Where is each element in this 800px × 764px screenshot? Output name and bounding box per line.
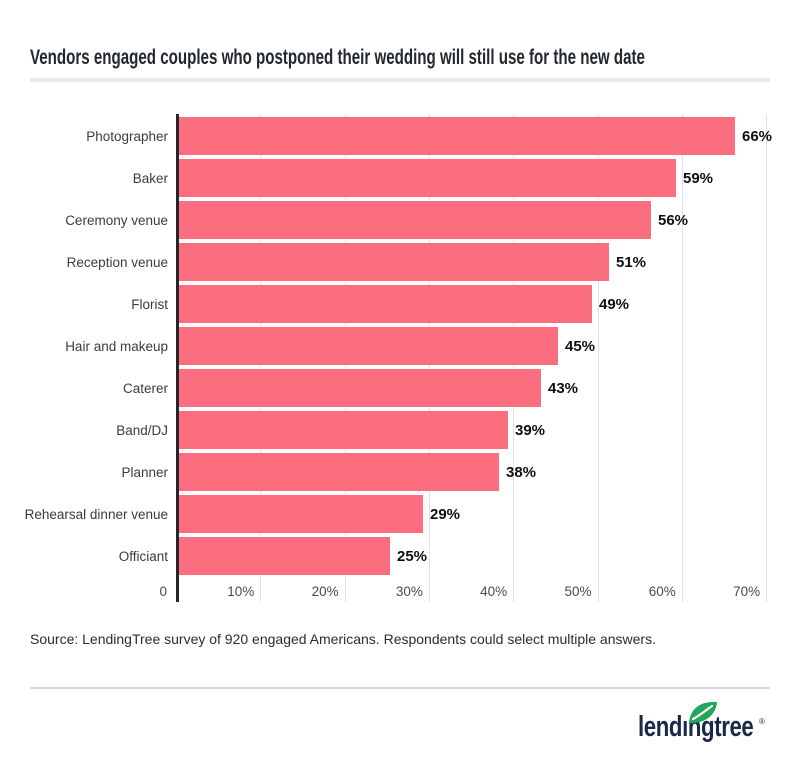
x-tick-label: 0	[159, 584, 167, 599]
leaf-icon	[689, 701, 717, 724]
value-label: 25%	[397, 547, 428, 565]
value-label: 38%	[506, 463, 537, 481]
grid-line	[597, 114, 599, 602]
grid-line	[766, 114, 768, 602]
category-label: Reception venue	[66, 254, 168, 270]
registered-trademark-symbol: ®	[759, 717, 765, 726]
category-label: Photographer	[86, 128, 168, 144]
bar	[179, 537, 390, 575]
bar	[179, 369, 541, 407]
bar	[179, 117, 735, 155]
x-tick-label: 20%	[311, 584, 339, 599]
source-note: Source: LendingTree survey of 920 engage…	[30, 631, 656, 647]
category-label: Florist	[131, 296, 168, 312]
category-label: Band/DJ	[116, 422, 168, 438]
y-axis-line	[176, 114, 179, 602]
chart-title-text: Vendors engaged couples who postponed th…	[30, 46, 645, 69]
category-label: Rehearsal dinner venue	[24, 506, 168, 522]
bar	[179, 159, 676, 197]
bar	[179, 285, 592, 323]
x-tick-label: 60%	[648, 584, 676, 599]
title-divider	[30, 78, 770, 82]
category-label: Baker	[132, 170, 168, 186]
bar	[179, 201, 651, 239]
value-label: 43%	[548, 379, 579, 397]
category-label: Hair and makeup	[65, 338, 168, 354]
value-label: 29%	[430, 505, 461, 523]
x-tick-label: 40%	[480, 584, 508, 599]
bar	[179, 411, 508, 449]
category-label: Caterer	[122, 380, 168, 396]
grid-line	[681, 114, 683, 602]
x-tick-label: 50%	[564, 584, 592, 599]
x-tick-label: 70%	[733, 584, 761, 599]
bar	[179, 495, 423, 533]
value-label: 49%	[599, 295, 630, 313]
x-tick-label: 30%	[395, 584, 423, 599]
bar	[179, 453, 499, 491]
value-label: 56%	[658, 211, 689, 229]
x-tick-label: 10%	[227, 584, 255, 599]
value-label: 39%	[515, 421, 546, 439]
lendingtree-logo: lendıngtree ®	[620, 698, 780, 752]
value-label: 59%	[683, 169, 714, 187]
bar	[179, 327, 558, 365]
value-label: 45%	[565, 337, 596, 355]
chart-title: Vendors engaged couples who postponed th…	[30, 46, 800, 70]
category-label: Officiant	[118, 548, 168, 564]
bar	[179, 243, 609, 281]
chart-plot-area: 0 10% 20% 30% 40% 50% 60% 70% Photographer 66% Bak…	[24, 114, 773, 604]
value-label: 51%	[616, 253, 647, 271]
category-label: Planner	[121, 464, 168, 480]
value-label: 66%	[742, 127, 773, 145]
footer-divider	[30, 687, 770, 689]
category-label: Ceremony venue	[65, 212, 168, 228]
